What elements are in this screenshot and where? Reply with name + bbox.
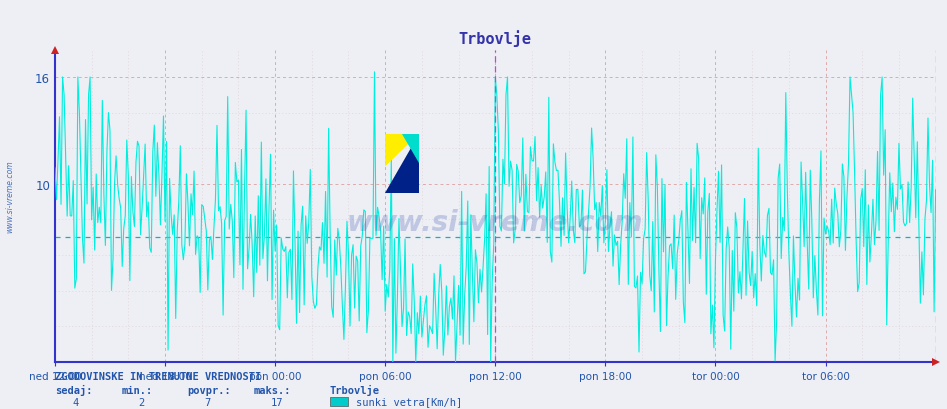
Text: 2: 2 [138,397,145,407]
Text: 7: 7 [205,397,211,407]
Text: 4: 4 [72,397,79,407]
Text: www.si-vreme.com: www.si-vreme.com [6,160,15,233]
Text: www.si-vreme.com: www.si-vreme.com [347,208,644,236]
Title: Trbovlje: Trbovlje [458,30,532,47]
Polygon shape [402,135,419,164]
Text: sedaj:: sedaj: [55,384,93,395]
Text: ZGODOVINSKE IN TRENUTNE VREDNOSTI: ZGODOVINSKE IN TRENUTNE VREDNOSTI [55,371,261,382]
Text: maks.:: maks.: [254,384,292,395]
Text: Trbovlje: Trbovlje [330,384,380,395]
Text: sunki vetra[Km/h]: sunki vetra[Km/h] [356,396,462,406]
Polygon shape [385,135,419,167]
Polygon shape [385,135,419,193]
Text: 17: 17 [271,397,283,407]
Text: povpr.:: povpr.: [188,384,231,395]
Text: min.:: min.: [121,384,152,395]
